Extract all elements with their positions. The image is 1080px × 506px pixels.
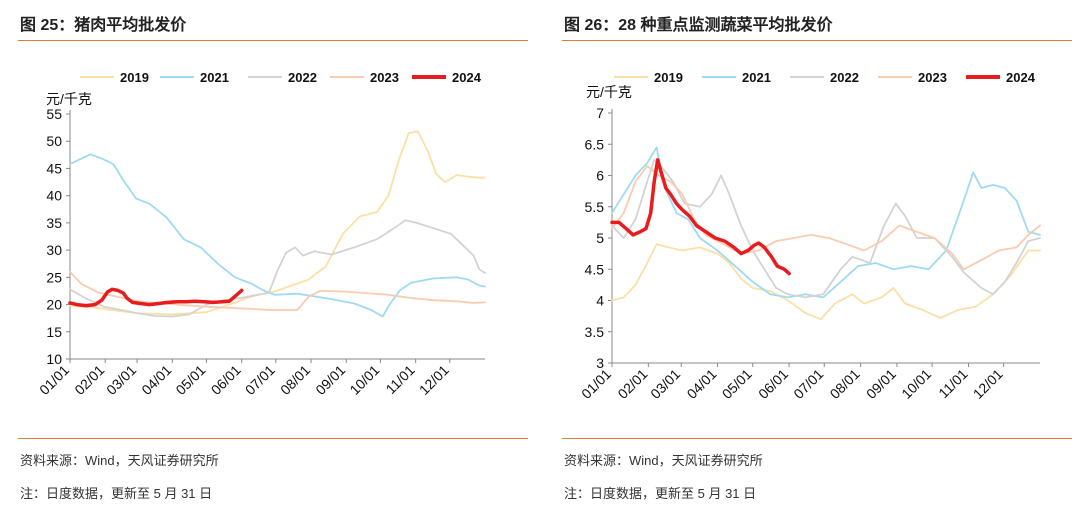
y-tick-label: 4.5 xyxy=(585,261,605,277)
y-tick-label: 25 xyxy=(46,269,62,285)
footer-rule xyxy=(18,438,528,439)
x-tick-label: 08/01 xyxy=(827,366,863,402)
legend-item-2019: 2019 xyxy=(80,70,149,85)
x-tick-label: 09/01 xyxy=(312,362,348,398)
title-rule xyxy=(18,40,528,41)
legend-label: 2023 xyxy=(370,70,399,85)
y-tick-label: 6 xyxy=(596,168,604,184)
legend-label: 2019 xyxy=(654,70,683,85)
figure-25: 图 25：猪肉平均批发价 元/千克 2019 2021 2022 2023 2024 10 1… xyxy=(18,0,528,506)
x-tick-label: 10/01 xyxy=(898,366,934,402)
x-tick-label: 12/01 xyxy=(416,362,452,398)
legend-label: 2019 xyxy=(120,70,149,85)
x-tick-label: 07/01 xyxy=(790,366,826,402)
y-tick-label: 6.5 xyxy=(585,136,605,152)
pork-price-chart: 元/千克 2019 2021 2022 2023 2024 10 15 20 25 30 35 40 45… xyxy=(36,70,486,398)
y-tick-label: 5 xyxy=(596,230,604,246)
data-note: 注：日度数据，更新至 5 月 31 日 xyxy=(564,486,757,501)
x-tick-label: 06/01 xyxy=(208,362,244,398)
legend-item-2021: 2021 xyxy=(160,70,229,85)
x-tick-label: 11/01 xyxy=(382,362,418,398)
legend-item-2024: 2024 xyxy=(412,70,482,85)
y-tick-label: 30 xyxy=(46,242,62,258)
x-tick-label: 05/01 xyxy=(719,366,755,402)
y-tick-label: 7 xyxy=(596,105,604,121)
series-line-2022 xyxy=(69,219,486,318)
x-tick-label: 06/01 xyxy=(755,366,791,402)
x-tick-label: 04/01 xyxy=(684,366,720,402)
series-line-2024 xyxy=(610,158,791,276)
x-tick-label: 02/01 xyxy=(614,366,650,402)
x-tick-label: 04/01 xyxy=(138,362,174,398)
legend-item-2023: 2023 xyxy=(878,70,947,85)
x-tick-label: 02/01 xyxy=(71,362,107,398)
legend-item-2019: 2019 xyxy=(614,70,683,85)
y-tick-label: 4 xyxy=(596,293,604,309)
y-tick-label: 3.5 xyxy=(585,324,605,340)
legend-item-2024: 2024 xyxy=(966,70,1036,85)
x-tick-label: 12/01 xyxy=(970,366,1006,402)
y-tick-label: 40 xyxy=(46,188,62,204)
legend-label: 2022 xyxy=(830,70,859,85)
figure-26: 图 26：28 种重点监测蔬菜平均批发价 元/千克 2019 2021 2022 202… xyxy=(562,0,1072,506)
legend-label: 2024 xyxy=(452,70,482,85)
legend-item-2022: 2022 xyxy=(248,70,317,85)
y-tick-label: 35 xyxy=(46,215,62,231)
x-tick-label: 10/01 xyxy=(346,362,382,398)
source-note: 资料来源：Wind，天风证券研究所 xyxy=(20,453,219,468)
legend-label: 2024 xyxy=(1006,70,1036,85)
series-line-2021 xyxy=(611,146,1041,299)
legend-label: 2021 xyxy=(200,70,229,85)
legend-item-2021: 2021 xyxy=(702,70,771,85)
x-tick-label: 09/01 xyxy=(863,366,899,402)
data-note: 注：日度数据，更新至 5 月 31 日 xyxy=(20,486,213,501)
legend-label: 2023 xyxy=(918,70,947,85)
x-tick-label: 11/01 xyxy=(935,366,971,402)
title-rule xyxy=(562,40,1072,41)
y-tick-label: 5.5 xyxy=(585,199,605,215)
footer-rule xyxy=(562,438,1072,439)
y-tick-label: 15 xyxy=(46,324,62,340)
series-line-2024 xyxy=(68,287,244,308)
figure-title: 图 25：猪肉平均批发价 xyxy=(20,17,187,34)
legend-item-2022: 2022 xyxy=(790,70,859,85)
y-tick-label: 45 xyxy=(46,160,62,176)
series-line-2019 xyxy=(611,243,1041,321)
series-line-2019 xyxy=(69,130,486,316)
x-tick-label: 01/01 xyxy=(36,362,72,398)
y-tick-label: 20 xyxy=(46,297,62,313)
y-axis-unit-label: 元/千克 xyxy=(586,84,632,100)
y-tick-label: 10 xyxy=(46,351,62,367)
series-line-2023 xyxy=(611,165,1041,271)
legend-item-2023: 2023 xyxy=(330,70,399,85)
x-tick-label: 07/01 xyxy=(242,362,278,398)
vegetable-price-chart: 元/千克 2019 2021 2022 2023 2024 3 3.5 4 4.5 5 5.5 6 6.5… xyxy=(578,70,1041,402)
x-tick-label: 05/01 xyxy=(172,362,208,398)
series-line-2022 xyxy=(611,159,1041,299)
legend-label: 2022 xyxy=(288,70,317,85)
y-tick-label: 3 xyxy=(596,355,604,371)
x-tick-label: 08/01 xyxy=(277,362,313,398)
x-tick-label: 01/01 xyxy=(578,366,614,402)
y-tick-label: 55 xyxy=(46,106,62,122)
series-line-2021 xyxy=(69,153,486,318)
source-note: 资料来源：Wind，天风证券研究所 xyxy=(564,453,763,468)
legend-label: 2021 xyxy=(742,70,771,85)
y-axis-unit-label: 元/千克 xyxy=(46,91,92,107)
y-tick-label: 50 xyxy=(46,133,62,149)
x-tick-label: 03/01 xyxy=(647,366,683,402)
x-tick-label: 03/01 xyxy=(103,362,139,398)
figure-title: 图 26：28 种重点监测蔬菜平均批发价 xyxy=(564,17,833,34)
